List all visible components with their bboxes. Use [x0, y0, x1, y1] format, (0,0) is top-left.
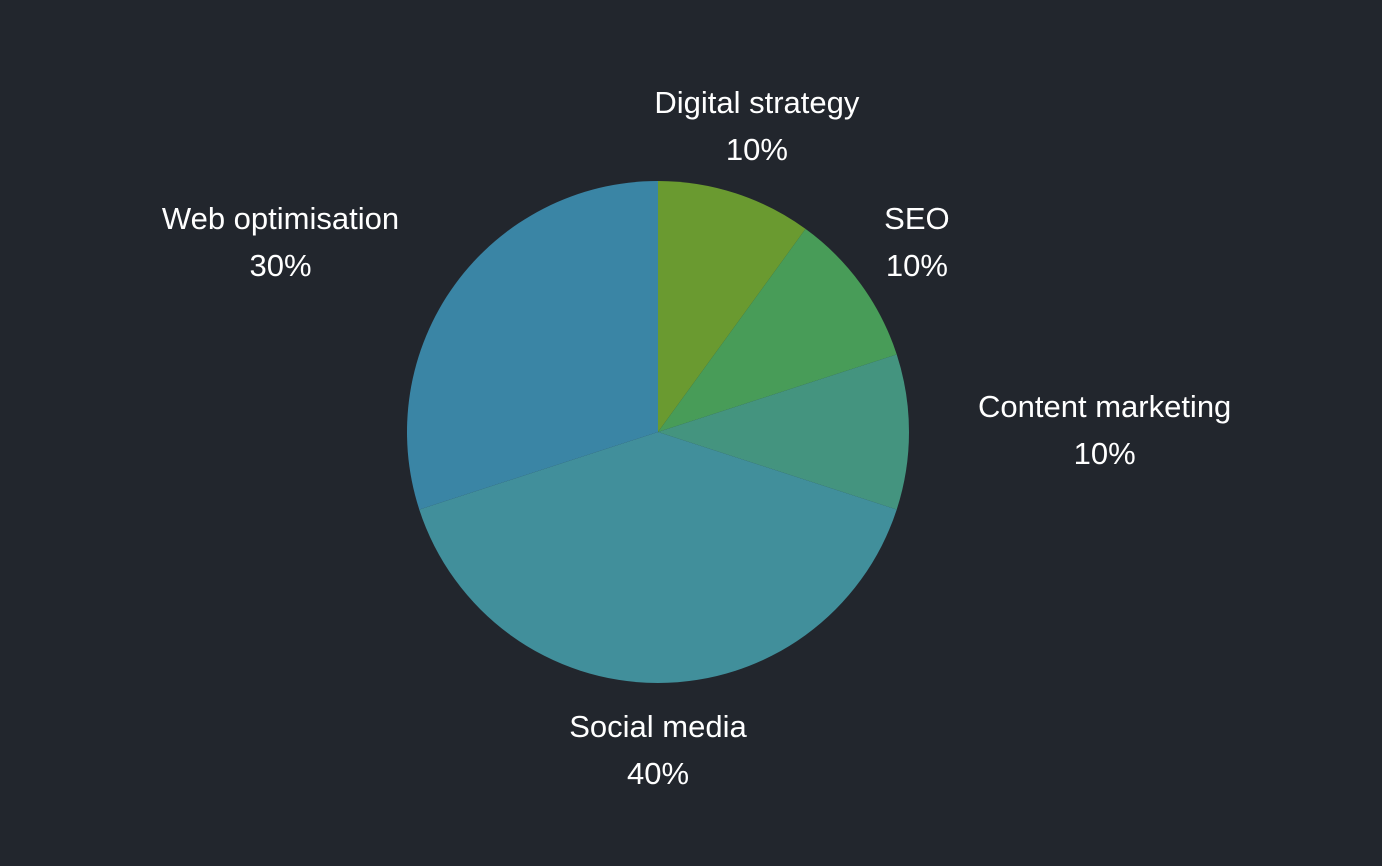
slice-value-label: 40%	[627, 756, 689, 791]
pie-slice	[658, 181, 806, 432]
slice-value-label: 30%	[249, 248, 311, 283]
slice-value-label: 10%	[1074, 436, 1136, 471]
pie-slice	[658, 354, 910, 510]
slice-label: Content marketing	[978, 389, 1231, 424]
pie-slice	[658, 228, 897, 432]
slice-label: Digital strategy	[654, 85, 860, 120]
slice-label: Web optimisation	[162, 201, 399, 236]
slice-label: SEO	[884, 201, 949, 236]
pie-slice	[407, 181, 658, 510]
slice-label: Social media	[569, 709, 747, 744]
slice-value-label: 10%	[886, 248, 948, 283]
pie-slice	[419, 432, 897, 683]
slice-value-label: 10%	[726, 132, 788, 167]
